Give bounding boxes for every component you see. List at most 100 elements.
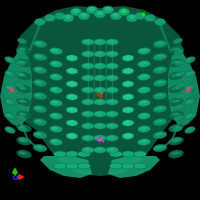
Ellipse shape [82,75,95,81]
Ellipse shape [19,60,26,64]
Ellipse shape [186,128,192,131]
Ellipse shape [52,75,58,78]
Ellipse shape [62,14,74,22]
Ellipse shape [6,72,12,75]
Ellipse shape [68,134,73,136]
Ellipse shape [68,108,74,111]
Ellipse shape [138,61,150,67]
Ellipse shape [86,6,98,14]
Ellipse shape [175,100,181,102]
Ellipse shape [68,56,74,59]
Ellipse shape [122,94,134,100]
Ellipse shape [96,148,102,151]
Ellipse shape [110,163,122,169]
Ellipse shape [171,47,178,51]
Ellipse shape [108,136,114,139]
Ellipse shape [94,51,106,57]
Ellipse shape [72,9,80,13]
Ellipse shape [172,126,182,132]
Ellipse shape [19,48,25,50]
Ellipse shape [120,9,128,13]
Ellipse shape [185,85,195,91]
Ellipse shape [35,68,41,70]
Ellipse shape [35,42,41,44]
Ellipse shape [96,64,102,67]
Ellipse shape [175,93,185,99]
Ellipse shape [127,108,132,110]
Ellipse shape [96,124,102,127]
Ellipse shape [159,42,165,44]
Ellipse shape [66,94,78,100]
Ellipse shape [51,127,57,129]
Ellipse shape [108,88,114,91]
Ellipse shape [68,108,73,110]
Ellipse shape [171,73,178,77]
Ellipse shape [169,150,183,158]
Ellipse shape [155,42,162,45]
Ellipse shape [155,94,162,97]
Ellipse shape [153,53,167,61]
Ellipse shape [155,81,162,84]
Ellipse shape [35,94,42,97]
Ellipse shape [54,163,66,169]
Ellipse shape [159,94,165,96]
Ellipse shape [175,61,181,63]
Ellipse shape [17,111,31,119]
Ellipse shape [54,12,66,20]
Ellipse shape [172,137,181,143]
Ellipse shape [52,127,58,130]
Ellipse shape [186,100,192,103]
Ellipse shape [17,38,27,44]
Ellipse shape [94,75,106,81]
Ellipse shape [6,86,12,89]
Ellipse shape [84,136,90,139]
Ellipse shape [173,38,183,44]
Ellipse shape [108,100,114,103]
Ellipse shape [143,101,149,103]
Ellipse shape [19,47,26,51]
Ellipse shape [19,112,26,116]
Ellipse shape [122,81,134,87]
Ellipse shape [171,151,178,155]
Ellipse shape [171,86,178,90]
Ellipse shape [186,58,192,61]
Ellipse shape [140,62,146,65]
Polygon shape [0,50,32,128]
Polygon shape [108,156,160,178]
Ellipse shape [68,134,74,137]
Ellipse shape [15,71,25,77]
Ellipse shape [171,60,178,64]
Ellipse shape [17,98,31,106]
Ellipse shape [159,133,165,135]
Ellipse shape [84,148,90,151]
Ellipse shape [155,133,162,136]
Polygon shape [168,50,200,128]
Ellipse shape [106,51,119,57]
Ellipse shape [186,114,192,117]
Ellipse shape [51,62,57,64]
Ellipse shape [159,146,165,148]
Ellipse shape [33,53,47,61]
Ellipse shape [94,147,106,153]
Ellipse shape [169,72,183,80]
Ellipse shape [153,144,167,152]
Ellipse shape [19,151,26,155]
Ellipse shape [51,114,57,116]
Ellipse shape [19,152,25,154]
Ellipse shape [124,108,130,111]
Ellipse shape [51,88,57,90]
Ellipse shape [33,118,47,126]
Ellipse shape [124,134,130,137]
Ellipse shape [138,113,150,119]
Ellipse shape [155,107,162,110]
Ellipse shape [174,115,183,121]
Ellipse shape [153,118,167,126]
Ellipse shape [52,88,58,91]
Ellipse shape [15,60,25,66]
Ellipse shape [110,12,122,20]
Ellipse shape [106,39,119,45]
Ellipse shape [78,163,90,169]
Ellipse shape [66,81,78,87]
Ellipse shape [68,69,73,71]
Ellipse shape [138,139,150,145]
